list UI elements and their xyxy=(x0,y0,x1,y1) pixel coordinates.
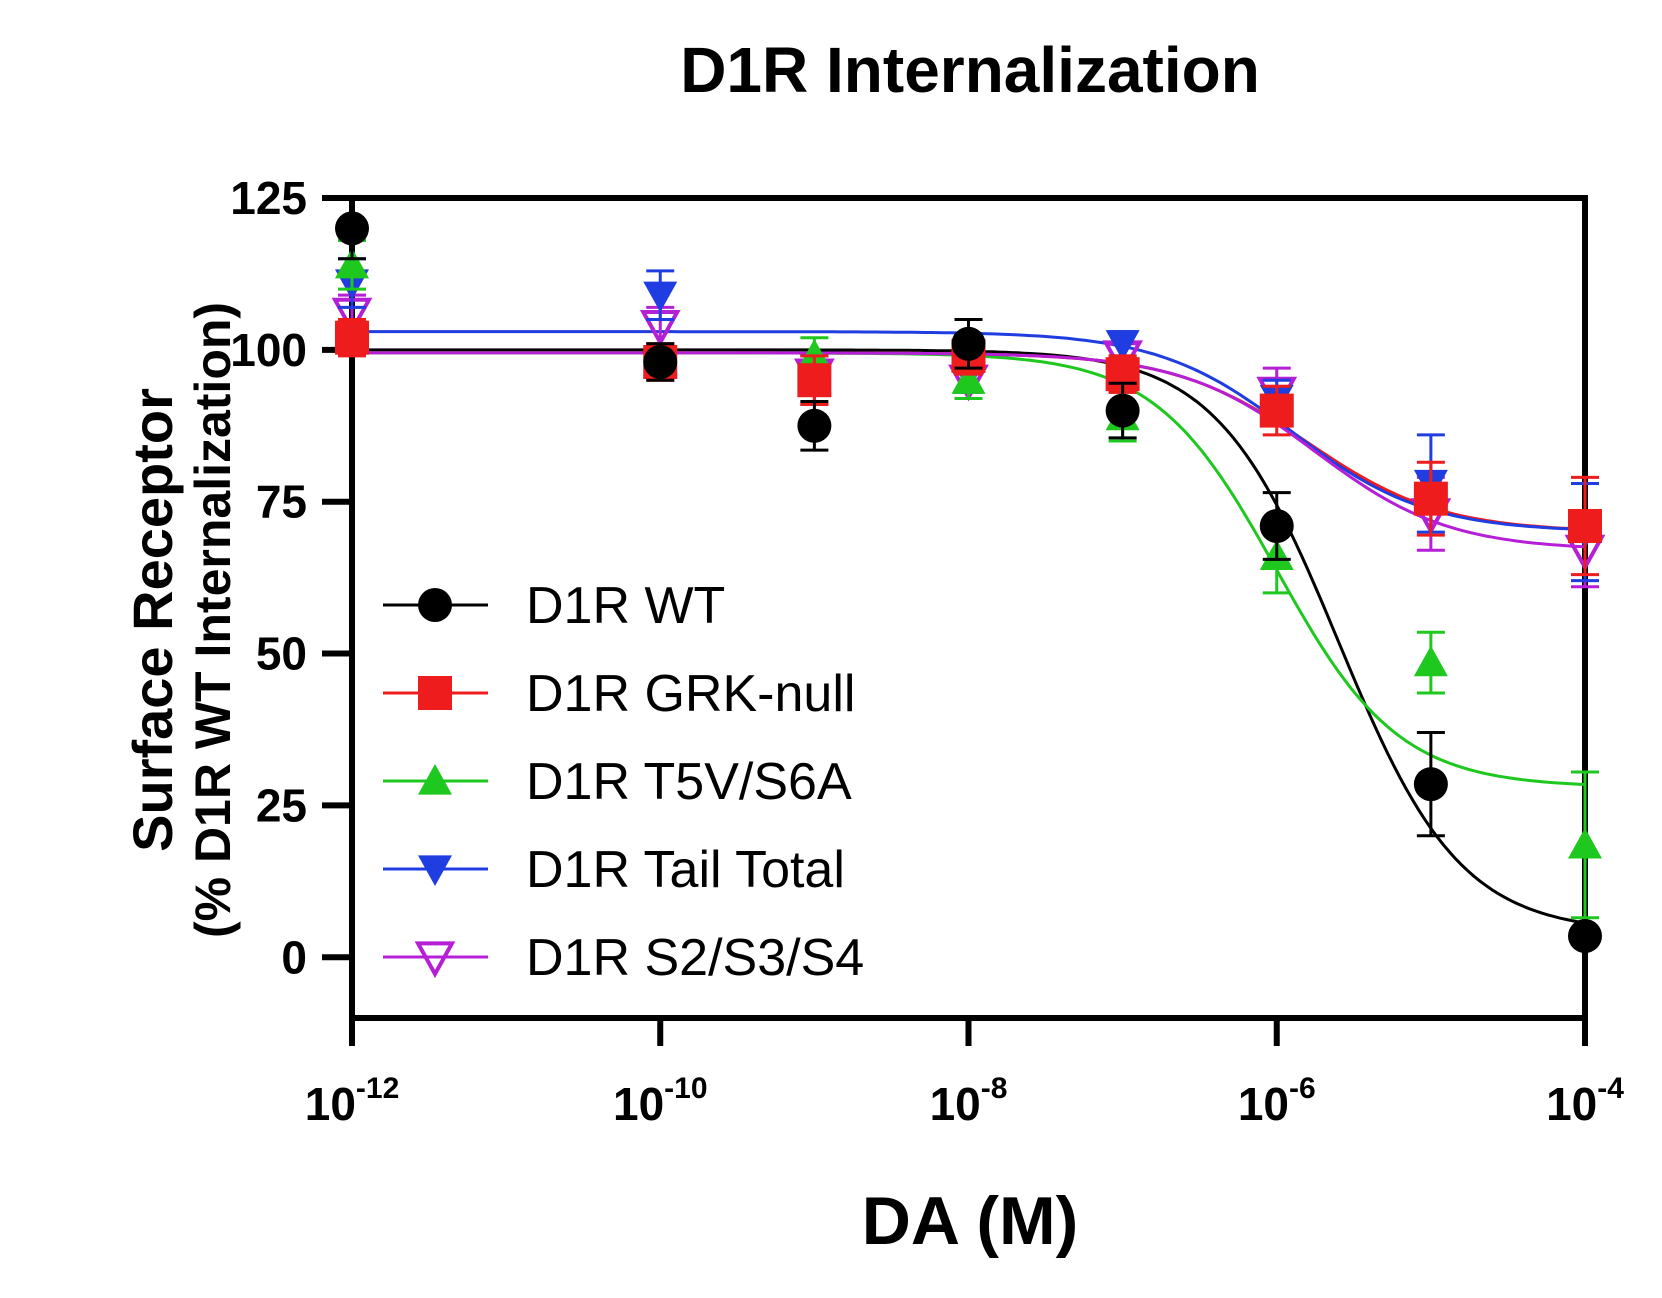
data-point-d1r-wt xyxy=(951,326,986,361)
data-point-d1r-wt xyxy=(335,211,369,246)
plot-area: 0 25 50 75 100 125 10-12 10-10 10-8 10-6 10-4 xyxy=(230,172,1624,1130)
x-axis-label: DA (M) xyxy=(862,1183,1079,1259)
x-tick-label: 10-6 xyxy=(1238,1072,1316,1130)
y-tick-label: 125 xyxy=(230,172,307,224)
data-point-d1r-wt xyxy=(1105,393,1140,428)
data-point-d1r-wt xyxy=(1413,767,1448,802)
x-tick-label: 10-4 xyxy=(1546,1072,1624,1130)
data-point-d1r-tail-total xyxy=(1105,330,1140,361)
legend-marker-d1r-tail-total xyxy=(418,855,452,886)
legend-label-d1r-wt: D1R WT xyxy=(526,577,725,635)
chart-title: D1R Internalization xyxy=(680,34,1260,106)
y-tick-label: 25 xyxy=(256,779,307,831)
data-point-d1r-wt xyxy=(797,408,832,443)
data-point-d1r-tail-total xyxy=(643,281,678,313)
legend-label-d1r-grk-null: D1R GRK-null xyxy=(526,665,855,723)
data-point-d1r-grk-null xyxy=(1568,509,1602,543)
legend: D1R WT D1R GRK-null D1R T5V/S6A D1R Tail To… xyxy=(383,577,864,987)
legend-label-d1r-t5v-s6a: D1R T5V/S6A xyxy=(526,753,852,811)
y-tick-label: 100 xyxy=(230,324,307,376)
x-tick-label: 10-12 xyxy=(305,1072,400,1130)
data-point-d1r-t5v-s6a xyxy=(1568,827,1602,859)
data-point-d1r-t5v-s6a xyxy=(797,338,832,370)
legend-marker-d1r-t5v-s6a xyxy=(418,764,452,795)
data-point-d1r-grk-null xyxy=(797,363,832,398)
data-point-d1r-wt xyxy=(1259,509,1294,543)
data-point-d1r-grk-null xyxy=(1259,393,1294,428)
x-tick-label: 10-8 xyxy=(930,1072,1008,1130)
legend-marker-d1r-grk-null xyxy=(418,676,452,710)
y-axis-label-line2: (% D1R WT Internalization) xyxy=(185,302,241,938)
y-tick-label: 50 xyxy=(256,628,307,680)
legend-label-d1r-tail-total: D1R Tail Total xyxy=(526,841,845,899)
legend-marker-d1r-wt xyxy=(418,588,452,622)
legend-marker-d1r-s2-s3-s4 xyxy=(414,941,456,979)
y-axis-label-line1: Surface Receptor xyxy=(121,388,184,852)
data-point-d1r-wt xyxy=(643,345,678,379)
data-point-d1r-t5v-s6a xyxy=(951,363,986,394)
data-point-d1r-t5v-s6a xyxy=(335,247,369,279)
y-tick-label: 0 xyxy=(281,931,307,983)
y-axis-label-group: Surface Receptor (% D1R WT Internalizati… xyxy=(121,302,241,938)
legend-label-d1r-s2-s3-s4: D1R S2/S3/S4 xyxy=(526,929,864,987)
y-tick-label: 75 xyxy=(256,476,307,528)
x-tick-label: 10-10 xyxy=(613,1072,708,1130)
data-point-d1r-grk-null xyxy=(1413,481,1448,516)
data-point-d1r-grk-null xyxy=(335,320,369,355)
data-point-d1r-t5v-s6a xyxy=(1413,645,1448,677)
fit-curve-d1r-wt xyxy=(352,348,1586,925)
data-point-d1r-wt xyxy=(1568,919,1602,953)
